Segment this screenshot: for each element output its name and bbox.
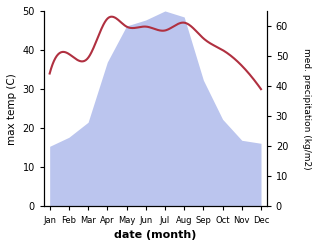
Y-axis label: med. precipitation (kg/m2): med. precipitation (kg/m2)	[302, 48, 311, 169]
Y-axis label: max temp (C): max temp (C)	[7, 73, 17, 144]
X-axis label: date (month): date (month)	[114, 230, 197, 240]
